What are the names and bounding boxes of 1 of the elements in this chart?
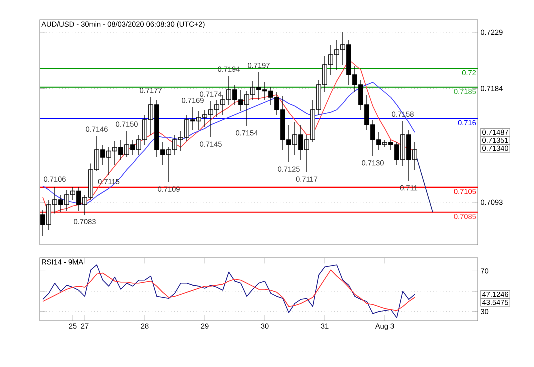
line-series bbox=[42, 264, 416, 318]
